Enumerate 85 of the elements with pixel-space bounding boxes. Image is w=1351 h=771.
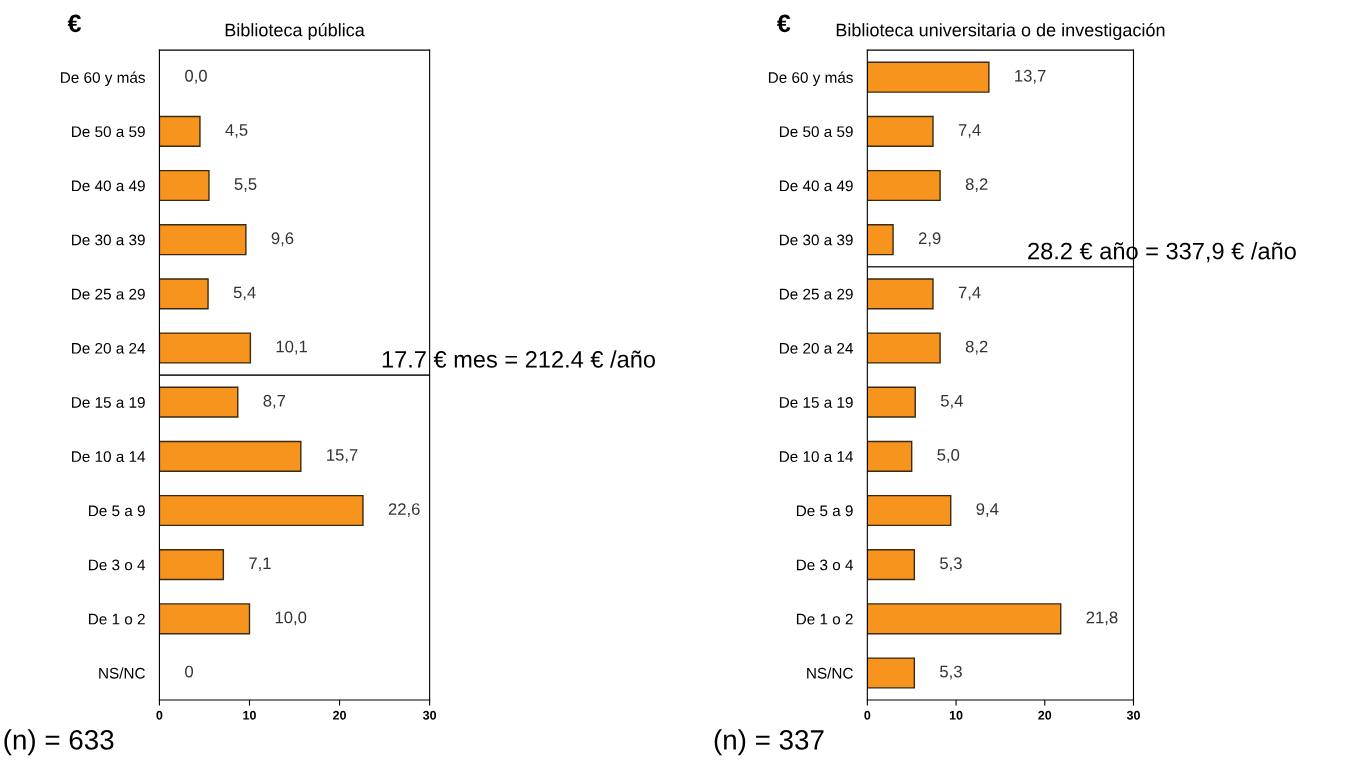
data-label: 0,0: [185, 69, 207, 84]
bar: [867, 603, 1062, 635]
y-tick-label: De 20 a 24: [779, 342, 854, 354]
bar: [867, 386, 916, 418]
data-label: 5,4: [940, 395, 963, 409]
data-label: 5,4: [233, 286, 256, 301]
y-tick-label: De 3 o 4: [89, 559, 146, 571]
text: (n) = 337: [714, 729, 824, 756]
y-tick-label: NS/NC: [99, 667, 145, 679]
bar: [867, 61, 990, 93]
x-tick-label: 0: [156, 710, 163, 720]
bar: [867, 115, 934, 147]
data-label: 13,7: [1015, 69, 1046, 84]
bar: [159, 115, 201, 147]
text: (n) = 633: [4, 729, 114, 756]
y-tick-label: De 60 y más: [768, 71, 853, 86]
bar: [867, 494, 952, 527]
y-tick-label: De 5 a 9: [89, 505, 145, 517]
y-tick-label: De 3 o 4: [796, 559, 854, 571]
data-label: 22,6: [388, 503, 420, 517]
y-tick-label: De 25 a 29: [779, 288, 853, 300]
y-tick-label: De 5 a 9: [796, 505, 853, 517]
annotation: 17.7 € mes = 212.4 € /año: [382, 350, 655, 368]
x-tick-label: 20: [1038, 710, 1052, 720]
data-label: 2,9: [918, 232, 941, 247]
y-tick-label: De 30 a 39: [779, 234, 853, 246]
x-tick-label: 10: [949, 710, 963, 720]
y-tick-label: De 30 a 39: [72, 234, 145, 246]
data-label: 21,8: [1086, 611, 1118, 626]
x-tick-label: 20: [333, 710, 346, 720]
bar: [867, 169, 941, 202]
chart-title: Biblioteca universitaria o de investigación: [836, 22, 1165, 40]
y-tick-label: De 50 a 59: [72, 126, 145, 138]
y-tick-label: De 20 a 24: [72, 342, 146, 354]
bar: [159, 549, 225, 581]
bar: [867, 224, 894, 256]
data-label: 7,4: [958, 286, 981, 301]
data-label: 5,3: [940, 665, 962, 680]
data-label: 8,2: [965, 178, 988, 192]
data-label: 10,1: [276, 340, 308, 355]
bar: [867, 278, 934, 310]
data-label: 8,2: [965, 340, 988, 355]
bar: [159, 603, 251, 635]
data-label: 10,0: [275, 611, 307, 626]
y-tick-label: De 40 a 49: [72, 180, 145, 192]
data-label: 7,4: [958, 124, 981, 138]
y-tick-label: De 25 a 29: [72, 288, 145, 300]
data-label: 4,5: [225, 124, 248, 138]
y-tick-label: De 60 y más: [61, 71, 145, 86]
bar: [867, 440, 913, 472]
bar: [867, 549, 916, 581]
y-tick-label: De 15 a 19: [779, 397, 853, 408]
x-tick-label: 30: [1126, 710, 1140, 720]
data-label: 5,5: [234, 178, 257, 192]
data-label: 9,4: [976, 503, 999, 517]
bar: [867, 657, 916, 689]
data-label: 5,3: [940, 557, 962, 572]
data-label: 7,1: [249, 557, 271, 572]
bar: [159, 278, 209, 310]
y-tick-label: De 50 a 59: [779, 126, 853, 138]
y-tick-label: De 10 a 14: [72, 451, 146, 463]
bar: [159, 332, 252, 364]
bar: [159, 386, 239, 418]
bar: [159, 494, 364, 527]
y-tick-label: De 10 a 14: [779, 451, 854, 463]
chart-title: Biblioteca pública: [225, 22, 365, 40]
y-tick-label: De 1 o 2: [89, 613, 145, 625]
bar: [159, 224, 247, 256]
bar: [159, 440, 302, 472]
data-label: 9,6: [271, 232, 294, 247]
y-axis-title: €: [776, 14, 791, 33]
x-tick-label: 10: [243, 710, 256, 720]
bar: [159, 169, 210, 202]
data-label: 8,7: [263, 394, 286, 409]
y-axis-title: €: [67, 14, 82, 33]
y-tick-label: De 40 a 49: [779, 180, 853, 192]
y-tick-label: De 1 o 2: [796, 613, 853, 625]
data-label: 0: [185, 665, 194, 678]
bar: [867, 332, 941, 364]
x-tick-label: 0: [864, 710, 871, 720]
y-tick-label: NS/NC: [807, 667, 853, 679]
x-tick-label: 30: [422, 710, 437, 720]
y-tick-label: De 15 a 19: [72, 397, 145, 408]
data-label: 5,0: [937, 449, 960, 463]
data-label: 15,7: [327, 449, 358, 463]
